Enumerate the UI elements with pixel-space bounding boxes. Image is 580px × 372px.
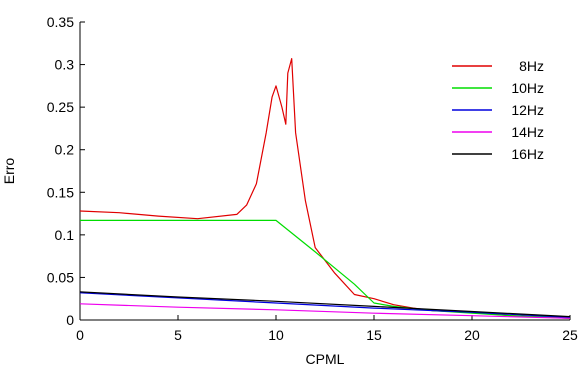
x-tick-label: 10: [268, 327, 284, 343]
y-axis-title: Erro: [1, 158, 17, 185]
series-line-12hz: [79, 292, 571, 318]
series-line-14hz: [79, 303, 571, 319]
legend-label: 8Hz: [519, 58, 544, 74]
y-tick-label: 0.1: [55, 227, 75, 243]
axes: 0 5 10 15 20 25 0 0.05 0.1 0.15 0.2 0.25 0.3 0.35: [47, 14, 578, 343]
x-tick-label: 25: [562, 327, 578, 343]
legend-item-16hz: 16Hz: [452, 146, 544, 162]
y-tick-label: 0.2: [55, 142, 75, 158]
y-tick-label: 0.25: [47, 99, 74, 115]
legend-label: 14Hz: [511, 124, 544, 140]
legend-item-14hz: 14Hz: [452, 124, 544, 140]
legend: 8Hz 10Hz 12Hz 14Hz 16Hz: [452, 58, 544, 162]
y-tick-label: 0.15: [47, 184, 74, 200]
legend-item-10hz: 10Hz: [452, 80, 544, 96]
x-axis-title: CPML: [306, 351, 345, 367]
series-line-8hz: [79, 57, 571, 319]
series-line-16hz: [79, 291, 571, 318]
series-lines: [79, 57, 571, 319]
series-line-10hz: [80, 219, 571, 319]
legend-label: 12Hz: [511, 102, 544, 118]
y-tick-label: 0.05: [47, 269, 74, 285]
legend-label: 10Hz: [511, 80, 544, 96]
x-tick-label: 20: [464, 327, 480, 343]
x-tick-label: 15: [366, 327, 382, 343]
y-tick-label: 0.3: [55, 57, 75, 73]
legend-label: 16Hz: [511, 146, 544, 162]
legend-item-8hz: 8Hz: [452, 58, 544, 74]
legend-item-12hz: 12Hz: [452, 102, 544, 118]
x-tick-label: 0: [76, 327, 84, 343]
x-tick-label: 5: [174, 327, 182, 343]
y-tick-label: 0: [66, 312, 74, 328]
y-tick-label: 0.35: [47, 14, 74, 30]
